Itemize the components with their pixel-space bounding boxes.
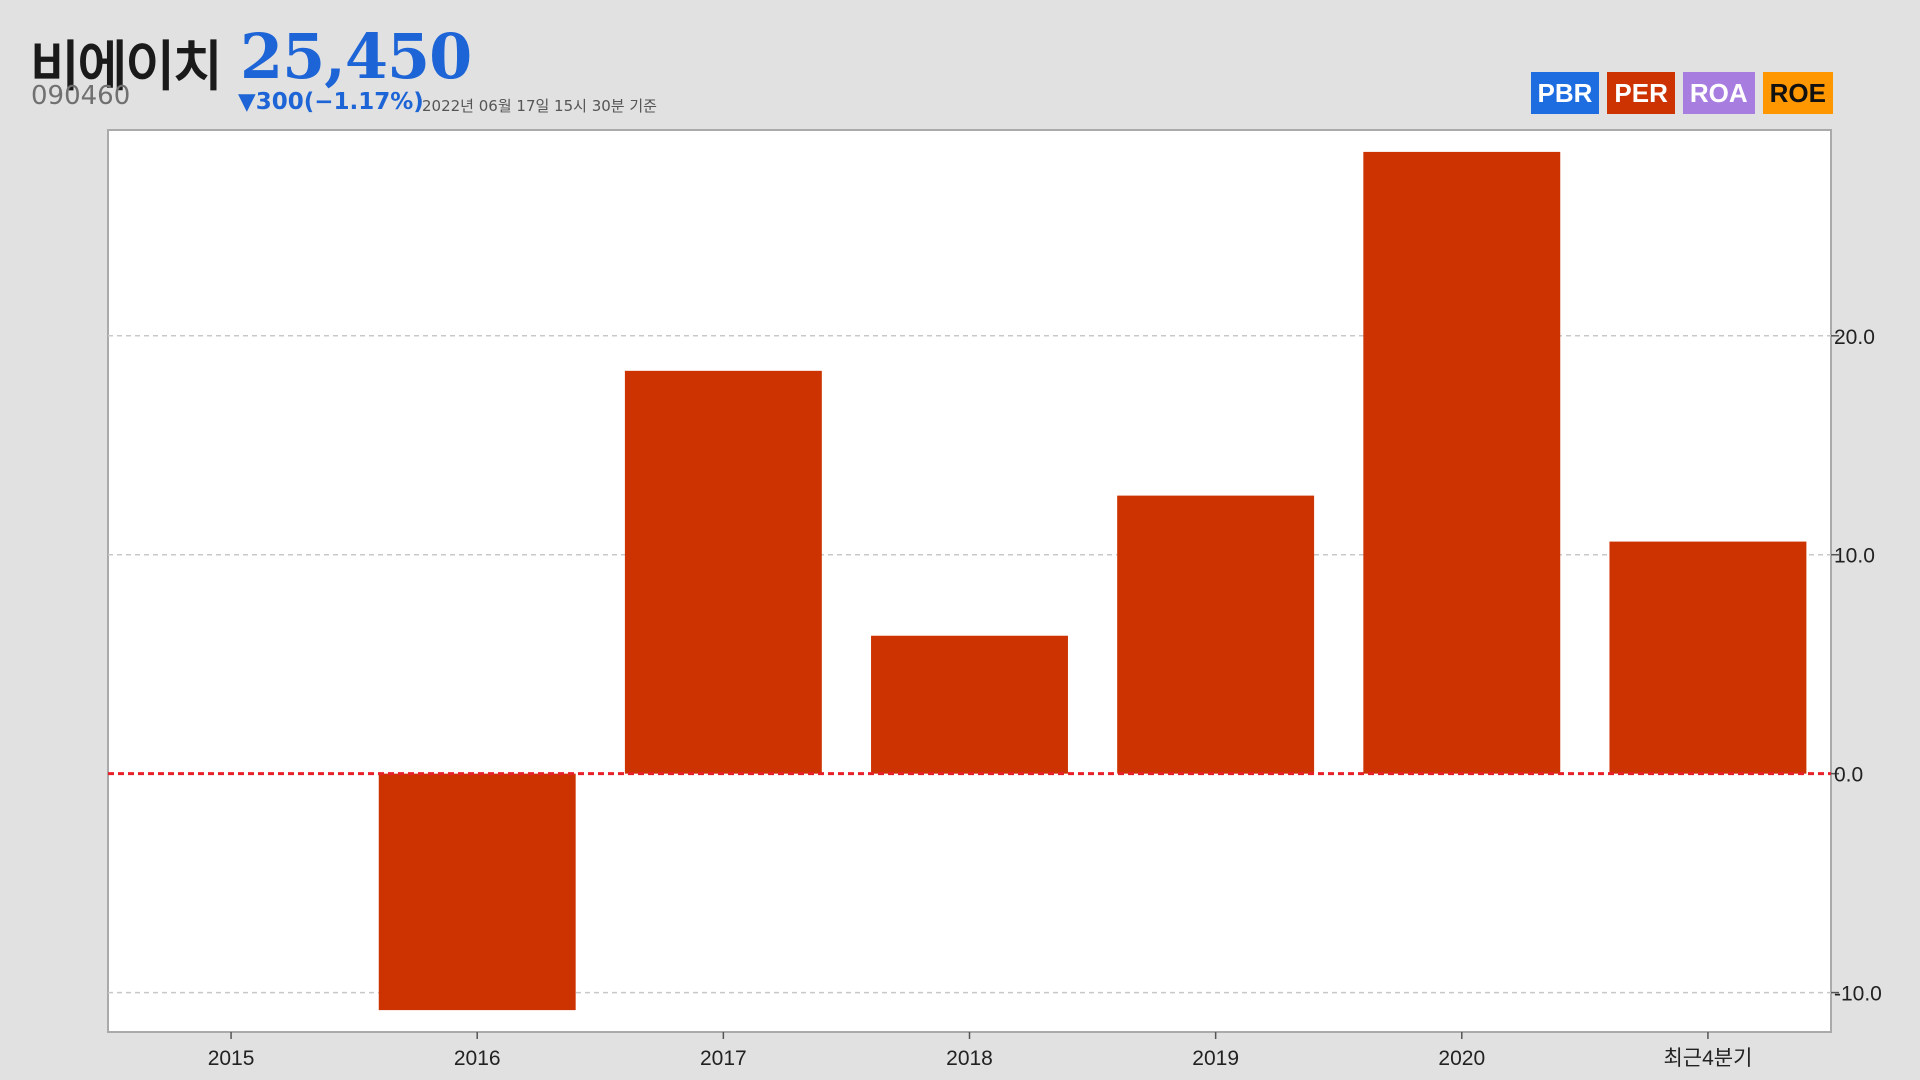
bar (624, 370, 822, 774)
bar (378, 773, 576, 1011)
x-tick-label: 최근4분기 (1663, 1047, 1752, 1070)
x-tick-label: 2016 (454, 1047, 501, 1070)
x-tick-label: 2015 (208, 1047, 255, 1070)
y-tick-label: -10.0 (1834, 983, 1882, 1006)
x-tick-label: 2017 (700, 1047, 747, 1070)
bar (871, 635, 1068, 774)
x-tick-label: 2019 (1192, 1047, 1239, 1070)
tab-pbr[interactable]: PBR (1530, 72, 1600, 114)
y-tick-label: 10.0 (1834, 545, 1875, 568)
bar (1363, 151, 1561, 774)
tab-per[interactable]: PER (1607, 72, 1675, 114)
x-tick-label: 2020 (1438, 1047, 1485, 1070)
x-tick-label: 2018 (946, 1047, 993, 1070)
stock-code: 090460 (31, 81, 131, 111)
tab-roe[interactable]: ROE (1762, 72, 1833, 114)
metric-tabs: PBR PER ROA ROE (1530, 72, 1833, 114)
price-change: ▼300(−1.17%) (238, 89, 424, 115)
bar (1609, 541, 1807, 774)
y-tick-label: 0.0 (1834, 764, 1863, 787)
stock-name: 비에이치 (30, 35, 223, 98)
y-tick-label: 20.0 (1834, 326, 1875, 349)
stock-price: 25,450 (240, 20, 472, 93)
tab-roa[interactable]: ROA (1682, 72, 1755, 114)
timestamp: 2022년 06월 17일 15시 30분 기준 (422, 97, 657, 115)
bar (1117, 495, 1315, 774)
